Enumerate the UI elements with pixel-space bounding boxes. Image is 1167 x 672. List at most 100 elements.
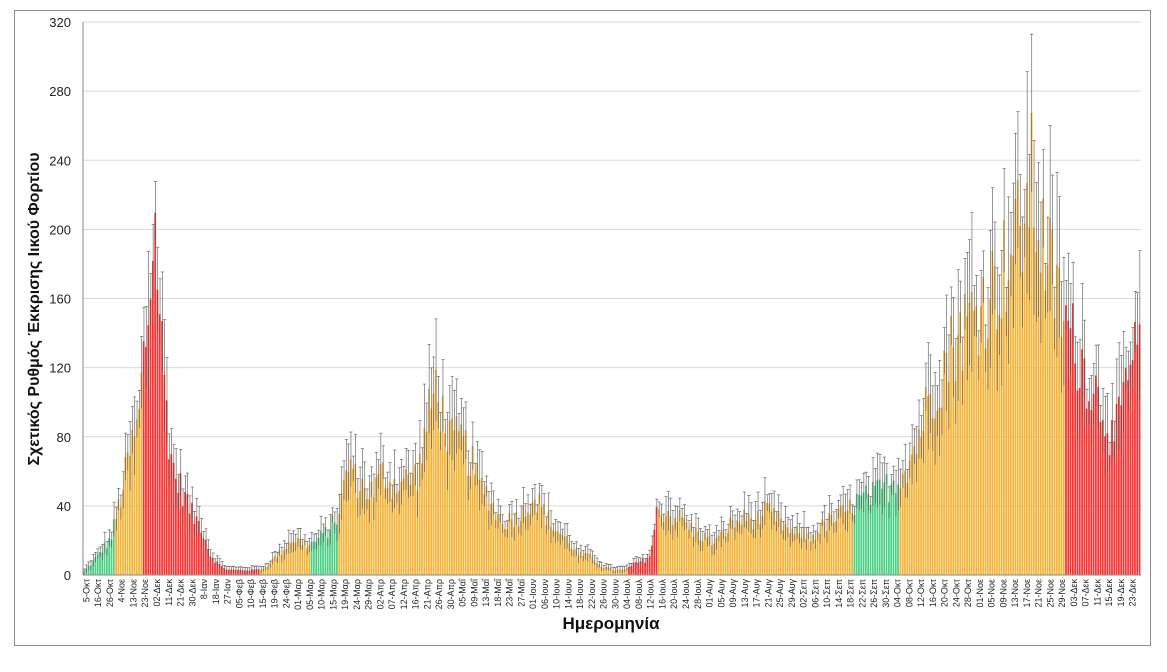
bar xyxy=(782,530,784,575)
bar xyxy=(970,292,973,575)
x-tick-label: 21-Νοε xyxy=(1034,579,1044,608)
x-tick-label: 15-Φεβ xyxy=(258,579,268,608)
bar xyxy=(103,542,106,575)
x-tick-label: 26-Απρ xyxy=(434,579,444,609)
bar xyxy=(699,539,702,575)
bar xyxy=(609,567,612,575)
x-tick-label: 25-Νοε xyxy=(1045,579,1055,608)
bar xyxy=(878,479,881,575)
x-tick-label: 05-Μαΐ xyxy=(458,578,468,607)
bar xyxy=(474,474,476,575)
x-tick-label: 16-Οκτ xyxy=(93,579,103,608)
bar xyxy=(885,473,888,575)
x-tick-label: 09-Μαΐ xyxy=(469,578,479,607)
bar xyxy=(1046,264,1049,575)
x-tick-label: 16-Ιουλ xyxy=(658,579,668,609)
bar xyxy=(352,468,354,575)
bar xyxy=(664,516,667,575)
bar xyxy=(1081,349,1083,575)
x-tick-label: 27-Μαΐ xyxy=(516,578,526,607)
y-tick-label: 80 xyxy=(57,430,71,445)
bar xyxy=(809,541,812,575)
x-tick-label: 12-Οκτ xyxy=(916,579,926,608)
bar xyxy=(462,436,465,575)
x-tick-label: 28-Οκτ xyxy=(963,579,973,608)
x-tick-label: 17-Νοε xyxy=(1022,579,1032,608)
bar xyxy=(839,506,842,575)
bar xyxy=(984,348,987,575)
bar xyxy=(476,463,479,575)
bar xyxy=(1118,396,1120,575)
x-tick-label: 01-Μαρ xyxy=(293,579,303,610)
x-tick-label: 02-Απρ xyxy=(375,579,385,609)
y-tick-label: 200 xyxy=(49,222,71,237)
bar xyxy=(163,375,166,575)
x-tick-labels: 5-Οκτ 16-Οκτ 26-Οκτ 4-Νοε 13-Νοε 23-Νοε 02-Δεκ… xyxy=(82,578,1138,610)
bar xyxy=(977,355,980,575)
bar xyxy=(273,556,276,575)
bar xyxy=(140,372,143,575)
bar xyxy=(152,260,154,575)
bar xyxy=(1124,368,1127,575)
gridlines xyxy=(83,21,1141,576)
bar xyxy=(644,562,646,575)
bar xyxy=(835,521,837,575)
bar xyxy=(890,484,893,575)
bar xyxy=(1060,337,1063,575)
bar xyxy=(467,475,469,575)
bar xyxy=(165,400,168,575)
bar xyxy=(485,486,488,575)
bar xyxy=(770,511,773,575)
bar xyxy=(752,529,755,575)
bar xyxy=(430,408,433,575)
bar xyxy=(825,531,828,575)
bar xyxy=(556,531,559,575)
bar xyxy=(986,338,989,575)
bar xyxy=(947,381,950,575)
bar xyxy=(552,530,554,575)
x-tick-label: 28-Ιουλ xyxy=(693,579,703,609)
bar xyxy=(605,566,607,575)
bar xyxy=(586,553,589,575)
x-tick-label: 07-Δεκ xyxy=(1081,579,1091,607)
bar xyxy=(779,518,782,575)
x-tick-label: 01-Ιουν xyxy=(528,579,538,609)
bar xyxy=(963,293,966,575)
bar xyxy=(1113,441,1116,575)
bar xyxy=(193,523,196,575)
bar xyxy=(361,478,364,575)
bar xyxy=(294,542,297,575)
bar xyxy=(526,512,529,575)
bar xyxy=(662,522,665,575)
bar xyxy=(186,493,189,575)
bar xyxy=(934,418,936,575)
bar xyxy=(865,485,867,575)
bar xyxy=(853,515,856,575)
bar xyxy=(1058,267,1060,575)
bar xyxy=(331,515,334,575)
bar xyxy=(409,484,412,575)
bar xyxy=(432,393,435,575)
bar xyxy=(648,555,651,575)
bar xyxy=(929,393,932,575)
bar xyxy=(1097,386,1100,575)
bar xyxy=(940,407,943,575)
bar xyxy=(333,522,336,575)
bar xyxy=(582,555,584,575)
bar xyxy=(319,530,322,575)
bar xyxy=(191,502,193,575)
bar xyxy=(411,473,414,575)
bar xyxy=(802,526,805,575)
bar xyxy=(543,504,545,575)
x-tick-label: 04-Ιουλ xyxy=(622,579,632,609)
bar xyxy=(494,520,497,575)
bar xyxy=(876,480,879,575)
bar xyxy=(1039,272,1042,575)
bar xyxy=(510,519,513,575)
bar xyxy=(784,523,787,575)
bar xyxy=(209,556,212,575)
bar xyxy=(750,518,752,575)
bar xyxy=(957,335,959,575)
bar xyxy=(584,552,587,575)
bar xyxy=(568,543,571,575)
